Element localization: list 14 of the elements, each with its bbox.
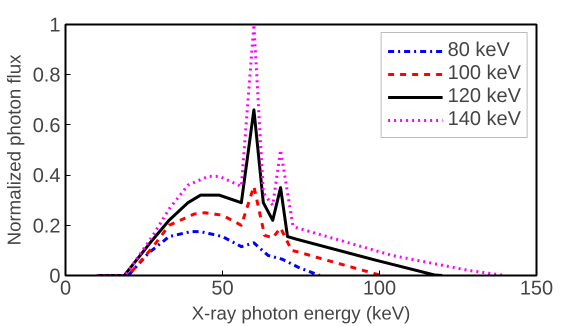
y-axis-title: Normalized photon flux [4,54,25,246]
legend-label: 80 keV [448,39,510,62]
legend-label: 100 keV [448,62,521,85]
x-tick-label: 100 [362,278,396,300]
y-tick-label: 0.2 [32,215,61,238]
y-tick-label: 0.6 [32,114,61,137]
legend-label: 140 keV [448,108,521,131]
x-tick-label: 50 [211,278,234,300]
x-tick-label: 150 [520,278,554,300]
y-tick-label: 0.8 [32,64,61,87]
y-tick-label: 1 [49,14,60,36]
legend-label: 120 keV [448,85,521,108]
y-tick-label: 0.4 [32,165,61,188]
x-axis-title: X-ray photon energy (keV) [192,302,410,324]
